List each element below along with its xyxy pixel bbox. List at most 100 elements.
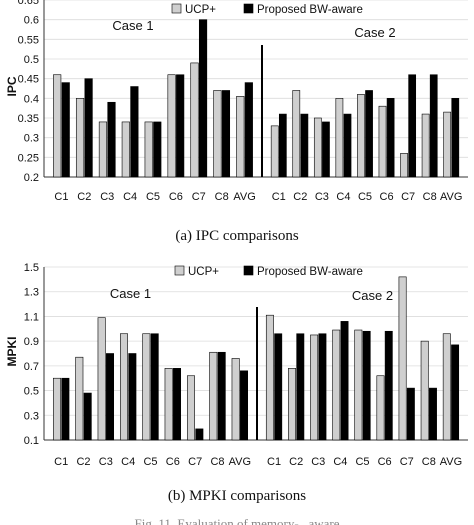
bar-ucp [332,329,341,441]
x-tick-label: C7 [192,191,206,203]
bar-bw-aware [278,113,287,178]
y-tick-label: 0.65 [18,0,39,7]
x-tick-label: AVG [229,456,251,468]
bar-ucp [190,62,199,178]
bar-bw-aware [61,377,70,441]
x-tick-label: C6 [169,191,183,203]
bar-ucp [144,121,153,178]
y-axis-label: MPKI [5,337,19,367]
bar-bw-aware [198,19,208,178]
bar-bw-aware [318,333,327,441]
bar-ucp [376,375,385,441]
x-tick-label: C4 [336,191,350,203]
ipc-chart: 0.2 0.25 0.3 0.35 0.4 0.45 0.5 0.55 0.6 0.65 IPC C1… [5,0,468,203]
x-tick-label: C8 [210,456,224,468]
bar-ucp [186,375,195,441]
y-tick-label: 0.5 [24,54,39,66]
x-tick-label: C6 [166,456,180,468]
bar-bw-aware [128,353,137,441]
bar-bw-aware [274,333,283,441]
x-tick-label: C2 [293,191,307,203]
bar-bw-aware [217,351,226,441]
bar-bw-aware [365,90,373,178]
y-tick-label: 0.6 [24,15,39,27]
bar-ucp [354,329,363,441]
bar-ucp [310,334,319,441]
legend-label-ucp: UCP+ [188,266,219,278]
y-tick-label: 0.9 [24,336,39,348]
y-tick-label: 0.3 [24,410,39,422]
bar-bw-aware [429,74,438,178]
bar-bw-aware [451,344,460,441]
bar-ucp [420,340,429,441]
bar-ucp [209,351,218,441]
x-tick-label: C8 [215,191,229,203]
bar-ucp [442,333,451,441]
bar-ucp [167,74,176,178]
case-label: Case 1 [110,286,151,301]
bar-bw-aware [173,368,182,441]
bar-bw-aware [150,333,159,441]
case-label: Case 1 [112,18,153,33]
bar-bw-aware [106,353,115,441]
bar-ucp [164,368,173,441]
mpki-chart: 0.1 0.3 0.5 0.7 0.9 1.1 1.3 1.5 MPKI C1 C2 C3 C4 C5 C6… [5,262,468,468]
bar-ucp [335,98,344,178]
y-tick-label: 0.45 [18,74,39,86]
x-tick-label: C3 [100,191,114,203]
bar-ucp [121,121,130,178]
bar-ucp [292,90,301,178]
bar-bw-aware [384,330,393,441]
bar-ucp [213,90,222,178]
bar-bw-aware [130,86,139,178]
bar-bw-aware [107,101,116,178]
x-tick-label: C6 [378,456,392,468]
bar-bw-aware [195,428,204,441]
y-tick-label: 0.2 [24,172,39,184]
bar-bw-aware [340,321,349,441]
y-tick-label: 0.7 [24,361,39,373]
bar-bw-aware [176,74,185,178]
legend-label-bw-aware: Proposed BW-aware [257,4,363,16]
x-tick-label: C7 [188,456,202,468]
y-tick-label: 1.5 [24,262,39,274]
y-tick-label: 1.3 [24,287,39,299]
x-tick-label: C2 [77,191,91,203]
y-tick-label: 0.55 [18,34,39,46]
bar-ucp [231,358,240,441]
x-tick-label: C2 [289,456,303,468]
bar-ucp [378,105,387,178]
x-tick-label: C6 [380,191,394,203]
bar-ucp [53,74,62,178]
x-tick-label: C7 [400,456,414,468]
x-tick-label: C1 [54,456,68,468]
bar-ucp [142,333,151,441]
bar-ucp [265,314,274,441]
x-tick-label: C5 [143,456,157,468]
bar-ucp [313,117,322,178]
x-tick-label: C7 [401,191,415,203]
x-tick-label: C5 [355,456,369,468]
case-label: Case 2 [354,25,395,40]
bar-ucp [75,356,84,441]
bar-ucp [400,153,408,178]
bar-ucp [270,125,279,178]
y-axis-label: IPC [5,76,19,96]
x-tick-label: C1 [267,456,281,468]
case-label: Case 2 [352,288,393,303]
bar-bw-aware [362,330,371,441]
x-tick-label: C5 [146,191,160,203]
y-tick-label: 0.1 [24,435,39,447]
bar-ucp [288,368,296,441]
bar-ucp [357,94,365,178]
bar-bw-aware [61,82,70,178]
x-tick-label: C8 [422,456,436,468]
bar-bw-aware [153,121,162,178]
bar-bw-aware [406,387,415,441]
x-tick-label: C5 [358,191,372,203]
bar-bw-aware [322,121,330,178]
x-tick-label: C3 [315,191,329,203]
bar-bw-aware [386,98,395,178]
x-tick-label: C4 [123,191,137,203]
y-tick-label: 0.5 [24,386,39,398]
